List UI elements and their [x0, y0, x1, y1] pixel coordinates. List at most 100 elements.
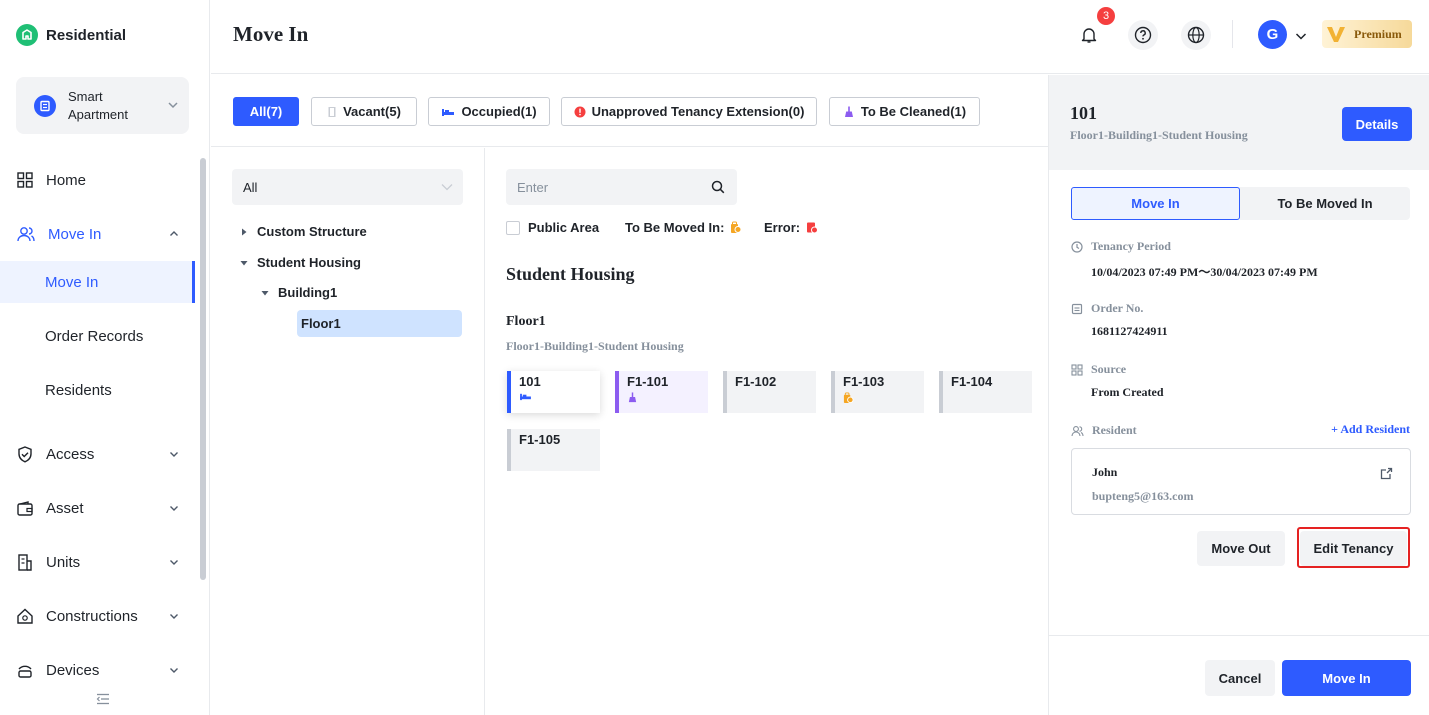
nav-units-label: Units: [46, 553, 81, 571]
notification-badge: 3: [1097, 7, 1115, 25]
highlight-box: [1297, 527, 1410, 568]
room-card-101[interactable]: 101: [507, 371, 600, 413]
move-out-label: Move Out: [1211, 541, 1271, 556]
details-button[interactable]: Details: [1342, 107, 1412, 141]
broom-icon: [843, 106, 855, 118]
tree-node-floor1[interactable]: Floor1: [297, 310, 462, 337]
tree-filter-select[interactable]: All: [232, 169, 463, 205]
subnav-order-records[interactable]: Order Records: [0, 315, 195, 357]
subnav-move-in-label: Move In: [45, 273, 99, 291]
room-detail-panel: 101 Floor1-Building1-Student Housing Det…: [1048, 75, 1429, 715]
bell-icon[interactable]: [1074, 20, 1104, 50]
nav-move-in-label: Move In: [48, 225, 102, 243]
edit-tenancy-label: Edit Tenancy: [1313, 541, 1394, 556]
tree-node-custom-structure[interactable]: Custom Structure: [240, 224, 367, 239]
room-card-f1-102[interactable]: F1-102: [723, 371, 816, 413]
room-name: F1-104: [951, 374, 993, 389]
tab-occupied[interactable]: Occupied(1): [428, 97, 550, 126]
nav-units[interactable]: Units: [0, 542, 195, 582]
resident-name: John: [1092, 465, 1118, 479]
premium-badge[interactable]: Premium: [1322, 20, 1412, 48]
room-name: F1-101: [627, 374, 669, 389]
search-icon[interactable]: [711, 180, 725, 194]
nav-devices-label: Devices: [46, 661, 100, 679]
move-out-button[interactable]: Move Out: [1197, 531, 1285, 566]
chevron-down-icon: [169, 449, 179, 459]
subnav-residents-label: Residents: [45, 381, 112, 399]
room-path: Floor1-Building1-Student Housing: [1070, 128, 1248, 142]
public-area-checkbox[interactable]: Public Area: [506, 220, 599, 235]
edit-tenancy-button[interactable]: Edit Tenancy: [1300, 531, 1407, 566]
room-card-f1-105[interactable]: F1-105: [507, 429, 600, 471]
field-label: Tenancy Period: [1091, 239, 1171, 253]
nav-devices[interactable]: Devices: [0, 650, 195, 690]
sidebar-scrollbar[interactable]: [200, 158, 206, 580]
tree-node-building1[interactable]: Building1: [261, 285, 337, 300]
tab-unapproved-extension[interactable]: Unapproved Tenancy Extension(0): [561, 97, 817, 126]
tab-all-label: All(7): [249, 104, 283, 119]
document-icon: [1071, 303, 1083, 315]
premium-v-icon: [1326, 24, 1346, 44]
source-label: Source: [1071, 362, 1126, 377]
devices-icon: [17, 662, 33, 678]
nav-access[interactable]: Access: [0, 434, 195, 474]
tree-node-student-housing[interactable]: Student Housing: [240, 255, 361, 270]
header-divider: [1232, 20, 1233, 48]
detail-header: 101 Floor1-Building1-Student Housing Det…: [1049, 75, 1429, 170]
tenancy-period-value: 10/04/2023 07:49 PM～30/04/2023 07:49 PM: [1091, 265, 1318, 279]
move-in-button[interactable]: Move In: [1282, 660, 1411, 696]
top-header: Move In 3 G Premium: [211, 0, 1429, 74]
edit-icon[interactable]: [1380, 467, 1393, 480]
add-resident-link[interactable]: + Add Resident: [1331, 422, 1410, 436]
chevron-down-icon: [167, 99, 179, 111]
nav-home[interactable]: Home: [0, 160, 195, 200]
floor-title: Floor1: [506, 314, 546, 329]
construction-icon: [17, 608, 33, 624]
caret-right-icon: [240, 228, 248, 236]
avatar[interactable]: G: [1258, 20, 1287, 49]
checkbox[interactable]: [506, 220, 520, 235]
chevron-down-icon[interactable]: [1295, 31, 1307, 41]
app-logo[interactable]: Residential: [16, 24, 126, 46]
resident-card: John bupteng5@163.com: [1071, 448, 1411, 515]
legend-label: Error:: [764, 220, 801, 235]
tab-all[interactable]: All(7): [233, 97, 299, 126]
chevron-up-icon: [169, 229, 179, 239]
globe-icon[interactable]: [1181, 20, 1211, 50]
tab-vacant[interactable]: Vacant(5): [311, 97, 417, 126]
subnav-move-in[interactable]: Move In: [0, 261, 195, 303]
structure-tree-panel: All Custom Structure Student Housing Bui…: [211, 148, 485, 715]
apartment-icon: [34, 94, 56, 117]
legend-to-be-moved-in: To Be Moved In:: [625, 220, 742, 235]
room-card-f1-104[interactable]: F1-104: [939, 371, 1032, 413]
resident-email: bupteng5@163.com: [1092, 489, 1194, 503]
tab-to-be-moved-in[interactable]: To Be Moved In: [1240, 187, 1410, 220]
room-search-input[interactable]: Enter: [506, 169, 737, 205]
tab-to-be-cleaned[interactable]: To Be Cleaned(1): [829, 97, 980, 126]
project-switcher[interactable]: Smart Apartment: [16, 77, 189, 134]
room-number: 101: [1070, 103, 1097, 123]
users-icon: [1071, 425, 1084, 437]
clock-icon: [1071, 240, 1083, 253]
tree-node-label: Floor1: [301, 316, 341, 331]
key-icon: [843, 392, 924, 404]
key-icon: [730, 221, 742, 234]
nav-asset[interactable]: Asset: [0, 488, 195, 528]
tab-move-in[interactable]: Move In: [1071, 187, 1240, 220]
details-button-label: Details: [1355, 116, 1399, 132]
tab-label: Move In: [1131, 196, 1180, 211]
nav-move-in[interactable]: Move In: [0, 214, 195, 254]
nav-constructions[interactable]: Constructions: [0, 596, 195, 636]
subnav-residents[interactable]: Residents: [0, 369, 195, 411]
alert-icon: [574, 106, 586, 118]
cancel-button[interactable]: Cancel: [1205, 660, 1275, 696]
status-filter-bar: All(7) Vacant(5) Occupied(1) Unapproved …: [211, 75, 1048, 147]
room-card-f1-103[interactable]: F1-103: [831, 371, 924, 413]
collapse-menu-icon[interactable]: [96, 693, 110, 705]
room-card-f1-101[interactable]: F1-101: [615, 371, 708, 413]
chevron-down-icon: [169, 611, 179, 621]
help-icon[interactable]: [1128, 20, 1158, 50]
section-title: Student Housing: [506, 264, 635, 284]
app-name: Residential: [46, 26, 127, 44]
search-placeholder: Enter: [517, 179, 549, 195]
